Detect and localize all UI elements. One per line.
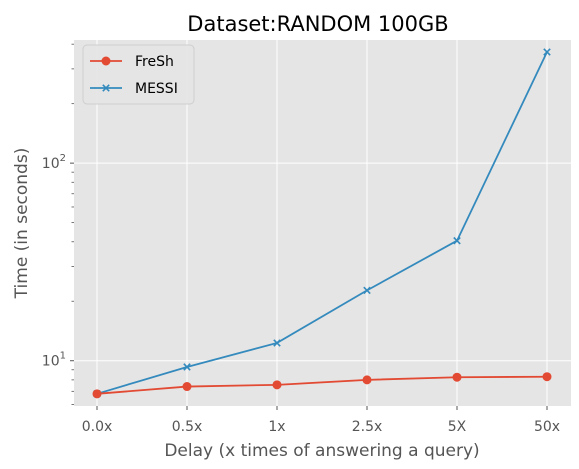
data-point-stroke <box>363 286 371 295</box>
data-point <box>183 363 191 371</box>
data-point-stroke <box>102 84 110 92</box>
data-point <box>453 236 461 245</box>
data-point-stroke <box>453 236 461 245</box>
x-tick-label: 0.0x <box>82 419 113 435</box>
data-point <box>543 48 551 56</box>
legend-label: FreSh <box>135 54 174 70</box>
legend: FreSh MESSI <box>82 44 195 105</box>
series-layer <box>92 48 552 399</box>
chart-title: Dataset:RANDOM 100GB <box>187 12 448 36</box>
data-point <box>452 372 462 382</box>
data-point-stroke <box>183 363 191 371</box>
legend-box <box>82 44 195 105</box>
y-tick-label: 102 <box>42 153 66 172</box>
series-line-fresh <box>96 375 548 395</box>
data-point <box>182 382 192 392</box>
axis-ticks: 0.0x 0.5x 1x 2.5x 5X 50x 101 102 <box>42 43 560 435</box>
y-axis-label: Time (in seconds) <box>12 148 32 300</box>
data-point-stroke <box>273 339 281 347</box>
data-point-stroke <box>543 48 551 56</box>
data-point <box>92 389 102 399</box>
data-point <box>542 372 552 382</box>
x-axis-label: Delay (x times of answering a query) <box>164 441 479 461</box>
data-point <box>273 339 281 347</box>
x-tick-label: 0.5x <box>172 419 203 435</box>
data-point <box>362 375 372 385</box>
data-point <box>101 56 111 66</box>
data-point <box>102 84 110 92</box>
legend-label: MESSI <box>135 81 178 97</box>
y-tick-label: 101 <box>42 351 66 370</box>
data-point <box>363 286 371 295</box>
series-line-messi <box>96 51 548 395</box>
x-tick-label: 50x <box>534 419 560 435</box>
x-tick-label: 5X <box>448 419 467 435</box>
data-point <box>272 380 282 390</box>
x-tick-label: 2.5x <box>352 419 383 435</box>
x-tick-label: 1x <box>268 419 285 435</box>
